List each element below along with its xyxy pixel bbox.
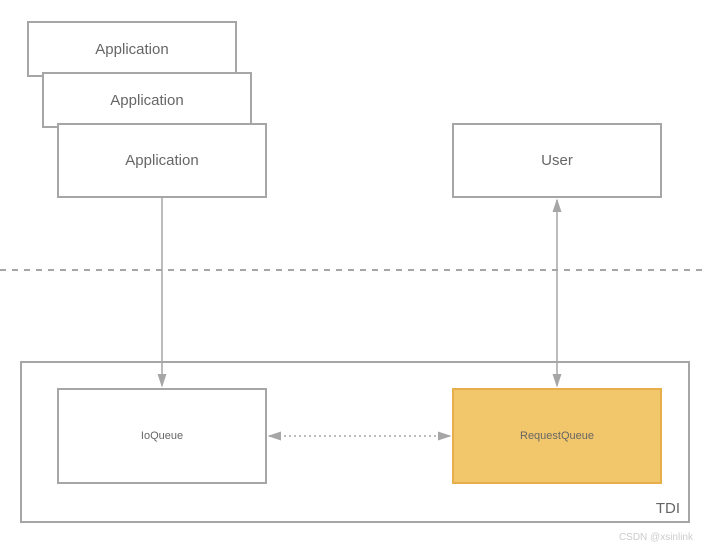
node-tdi-label: TDI <box>656 500 680 517</box>
node-reqqueue: RequestQueue <box>452 388 662 484</box>
node-app1-label: Application <box>95 41 168 58</box>
diagram-canvas: TDI Application Application Application … <box>0 0 703 549</box>
node-ioqueue-label: IoQueue <box>141 430 183 442</box>
node-app1: Application <box>27 21 237 77</box>
watermark-text: CSDN @xsinlink <box>619 532 693 543</box>
node-app2: Application <box>42 72 252 128</box>
node-ioqueue: IoQueue <box>57 388 267 484</box>
node-app3-label: Application <box>125 152 198 169</box>
node-app2-label: Application <box>110 92 183 109</box>
node-user-label: User <box>541 152 573 169</box>
node-app3: Application <box>57 123 267 198</box>
node-user: User <box>452 123 662 198</box>
node-reqqueue-label: RequestQueue <box>520 430 594 442</box>
